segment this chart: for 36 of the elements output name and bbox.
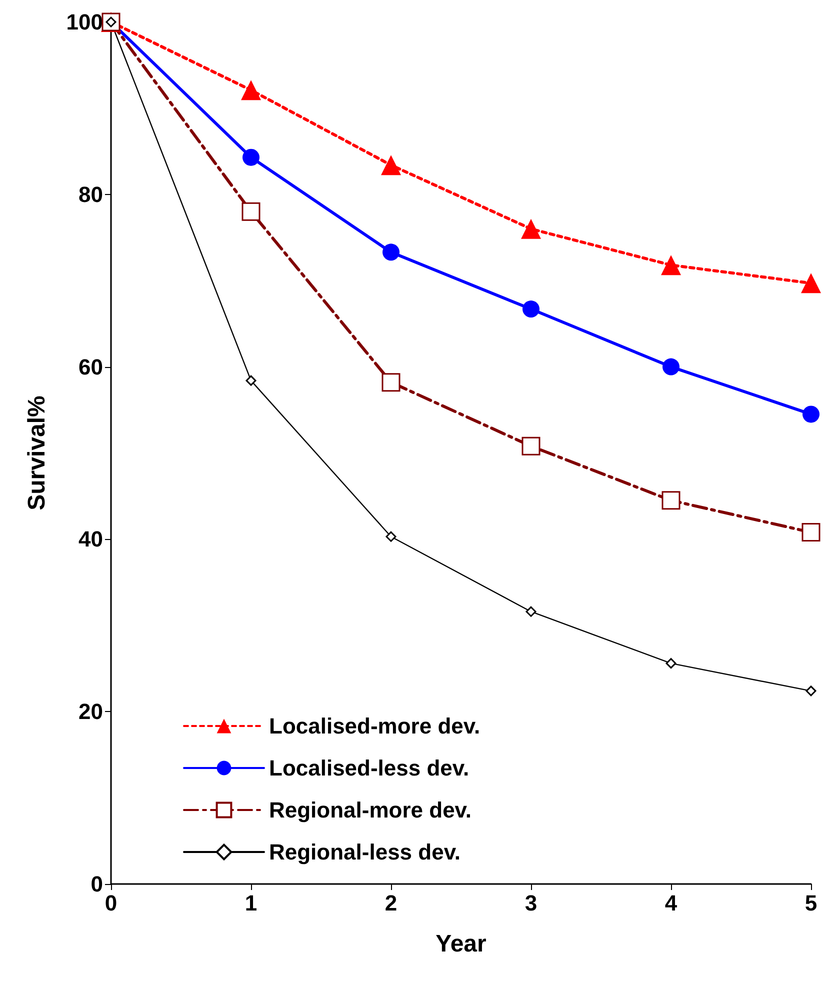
point (381, 155, 401, 176)
point (806, 686, 816, 696)
legend-label: Localised-less dev. (269, 756, 470, 780)
point (662, 491, 680, 510)
point (661, 255, 681, 276)
point (662, 358, 680, 376)
x-tick-label: 1 (244, 890, 258, 916)
y-tick-label: 40 (78, 526, 103, 552)
point (522, 436, 540, 456)
x-tick-label: 5 (804, 890, 818, 916)
point (801, 273, 821, 294)
x-axis-title: Year (436, 930, 486, 958)
legend-label: Localised-more dev. (269, 714, 480, 738)
point (521, 218, 541, 239)
point (242, 202, 260, 221)
point (382, 373, 400, 392)
point (666, 658, 676, 669)
legend-label: Regional-more dev. (269, 798, 472, 822)
y-axis-title: Survival% (24, 396, 50, 510)
point (241, 80, 261, 100)
point (386, 531, 396, 542)
point (526, 606, 536, 617)
x-tick-label: 4 (664, 890, 678, 916)
y-tick-label: 60 (78, 354, 103, 380)
x-tick-label: 2 (384, 890, 398, 916)
x-tick-label: 3 (524, 890, 538, 916)
y-tick-label: 100 (66, 10, 103, 34)
point (382, 244, 400, 261)
point (802, 406, 820, 423)
y-tick-label: 20 (78, 699, 103, 724)
point (242, 148, 260, 166)
legend-label: Regional-less dev. (269, 840, 461, 864)
point (522, 300, 540, 318)
point (246, 375, 256, 386)
y-tick-label: 0 (90, 872, 103, 896)
y-tick-label: 80 (78, 182, 103, 207)
